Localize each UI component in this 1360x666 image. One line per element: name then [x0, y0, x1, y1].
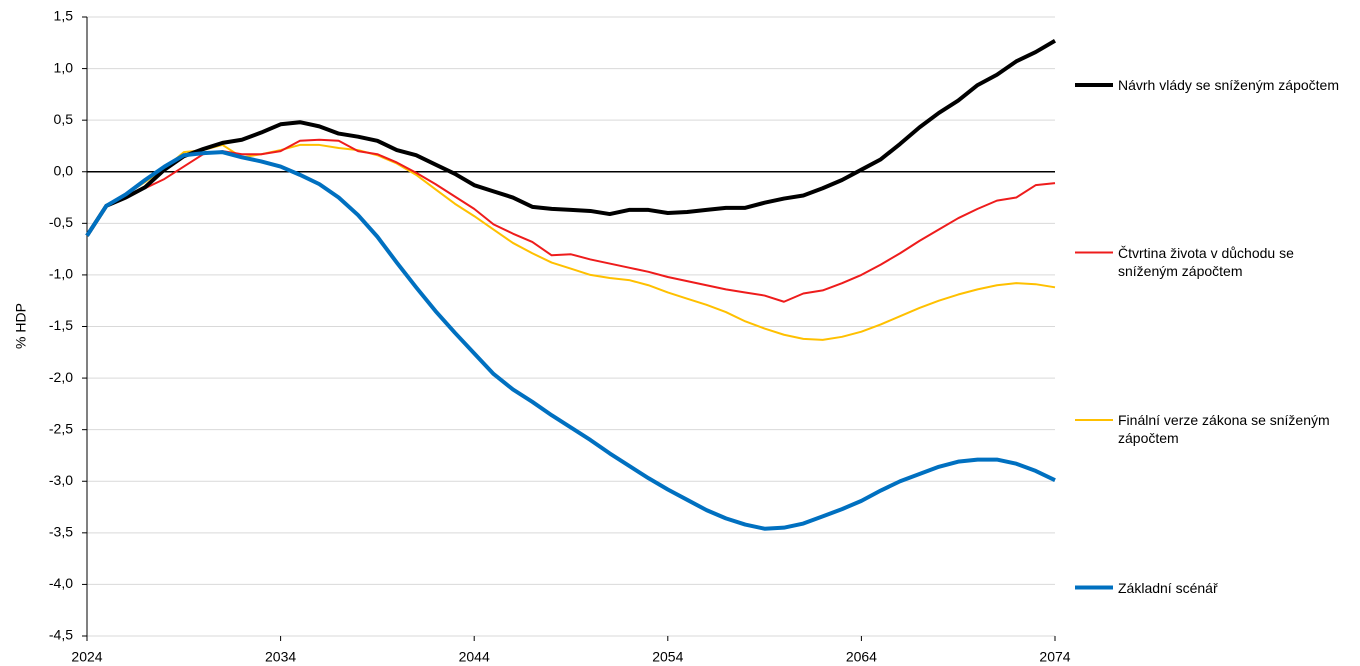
y-tick-label: -2,5 [49, 420, 73, 436]
y-tick-label: -4,5 [49, 627, 73, 643]
y-tick-label: -1,5 [49, 317, 73, 333]
legend-label: Základní scénář [1118, 579, 1218, 596]
x-tick-label: 2044 [459, 649, 490, 665]
x-tick-label: 2024 [71, 649, 102, 665]
y-tick-label: -1,0 [49, 266, 73, 282]
y-tick-label: -2,0 [49, 369, 73, 385]
series-line [85, 39, 1057, 237]
legend-label: Finální verze zákona se sníženým zápočte… [1118, 412, 1330, 446]
y-tick-label: -3,0 [49, 472, 73, 488]
y-tick-label: 1,0 [54, 59, 74, 75]
series-line [86, 138, 1056, 303]
y-tick-label: 0,0 [54, 162, 74, 178]
legend-label: Čtvrtina života v důchodu se sníženým zá… [1118, 244, 1294, 279]
series-line [86, 143, 1056, 341]
x-tick-label: 2074 [1039, 649, 1070, 665]
y-tick-label: -3,5 [49, 524, 73, 540]
x-tick-label: 2034 [265, 649, 296, 665]
y-tick-label: 0,5 [54, 111, 74, 127]
x-tick-label: 2054 [652, 649, 683, 665]
x-tick-label: 2064 [846, 649, 877, 665]
y-tick-label: 1,5 [54, 8, 74, 24]
series-line [85, 150, 1056, 531]
y-tick-label: -4,0 [49, 575, 73, 591]
y-axis-label: % HDP [13, 303, 29, 349]
y-tick-label: -0,5 [49, 214, 73, 230]
legend-label: Návrh vlády se sníženým zápočtem [1118, 77, 1339, 93]
